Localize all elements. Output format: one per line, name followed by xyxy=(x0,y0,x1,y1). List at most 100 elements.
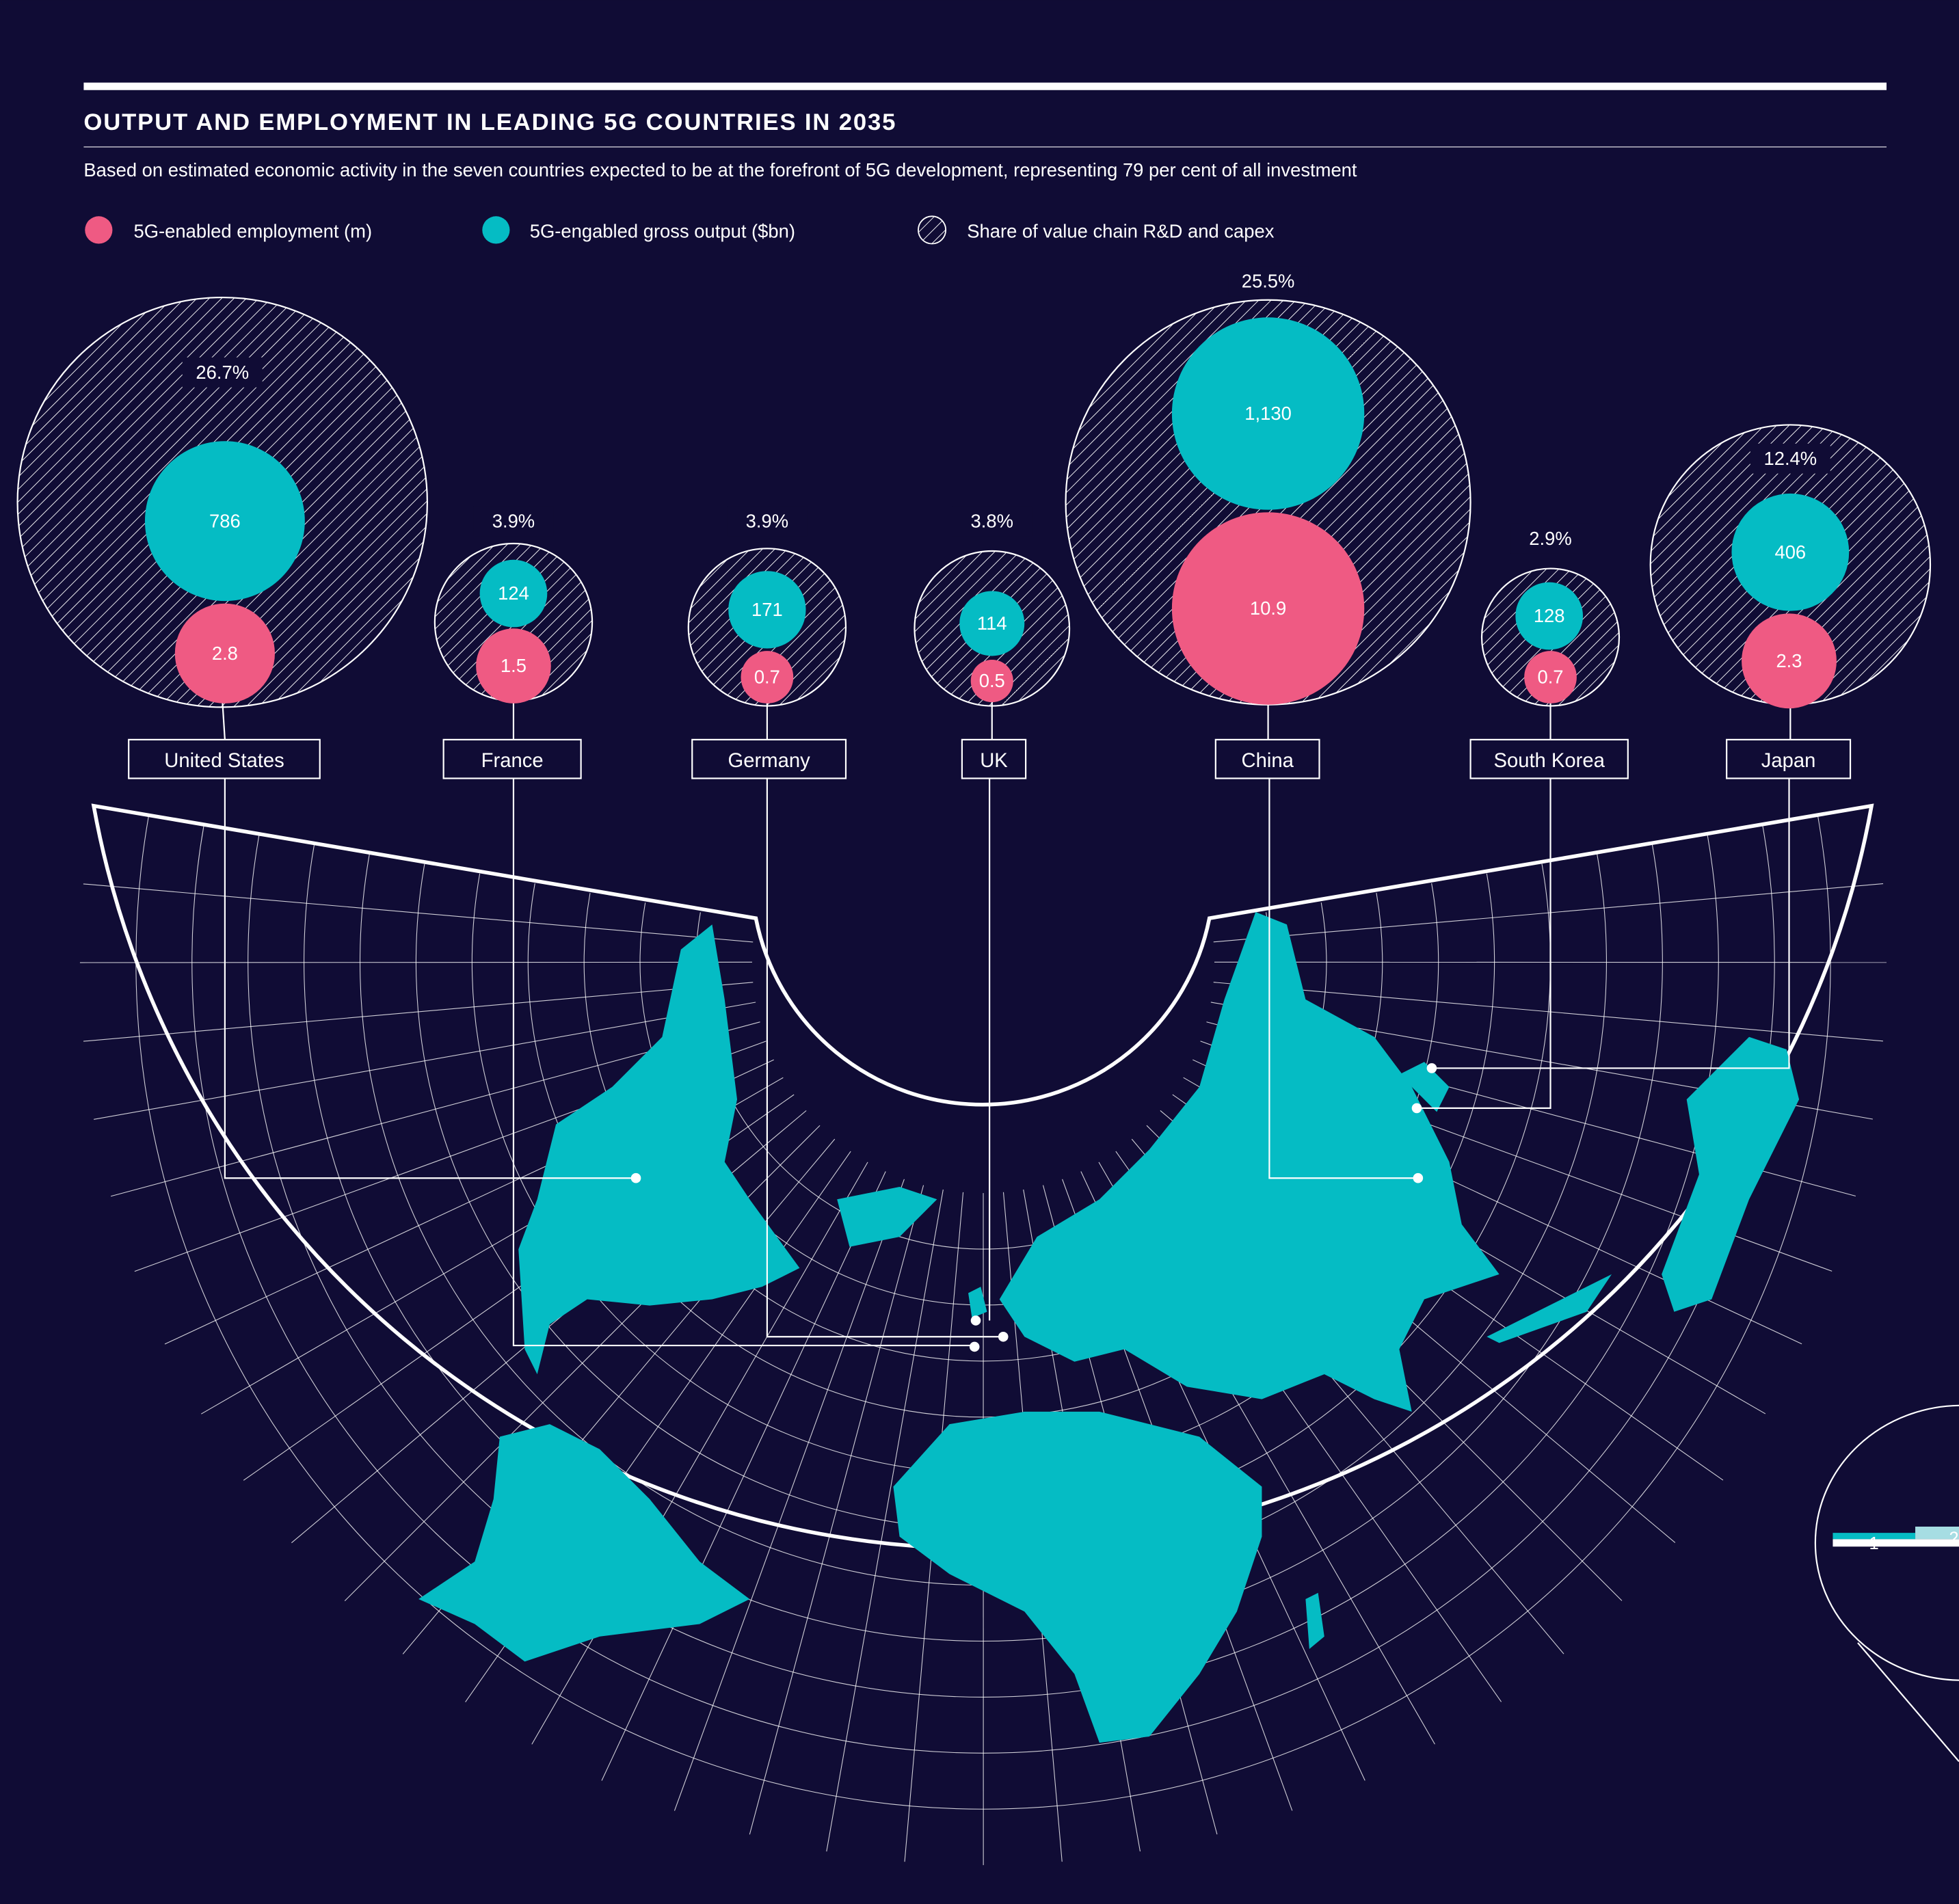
title-rule xyxy=(83,146,1887,148)
share-label: 3.9% xyxy=(746,510,788,531)
graticule-meridian xyxy=(1213,982,1883,1042)
country-group: 2.9% 128 0.7 South Korea xyxy=(1411,523,1629,1114)
scale-tick-1: 1 xyxy=(1869,1534,1878,1553)
legend-output-swatch xyxy=(482,216,510,244)
graticule-meridian xyxy=(1213,883,1884,943)
graticule-meridian xyxy=(79,961,752,963)
output-label: 786 xyxy=(209,510,241,531)
country-group: 25.5% 1,130 10.9 China xyxy=(1065,266,1471,1183)
map-frame xyxy=(91,803,1874,1551)
employment-circle xyxy=(174,603,275,703)
country-group: 3.9% 124 1.5 France xyxy=(434,506,980,1352)
chart-title: OUTPUT AND EMPLOYMENT IN LEADING 5G COUN… xyxy=(83,109,896,135)
connector-line xyxy=(1417,778,1551,1109)
graticule xyxy=(79,815,1887,1866)
employment-label: 2.8 xyxy=(212,643,238,664)
location-dot xyxy=(1413,1172,1424,1183)
land-south-america xyxy=(418,1424,750,1662)
output-circle xyxy=(959,591,1025,656)
employment-label: 10.9 xyxy=(1250,598,1286,619)
land-madagascar xyxy=(1305,1592,1324,1650)
share-label: 12.4% xyxy=(1763,448,1817,469)
land-uk xyxy=(968,1287,987,1318)
employment-circle xyxy=(741,651,794,703)
land-north-america xyxy=(518,924,800,1375)
land-greenland xyxy=(837,1187,937,1247)
world-map xyxy=(79,803,1887,1866)
output-circle xyxy=(728,571,806,649)
employment-label: 2.3 xyxy=(1776,650,1802,671)
land-japan xyxy=(1399,1062,1450,1112)
country-label: China xyxy=(1241,750,1294,772)
share-label: 25.5% xyxy=(1242,270,1295,291)
employment-label: 1.5 xyxy=(501,655,527,676)
employment-label: 0.7 xyxy=(1537,667,1563,688)
country-group: 3.8% 114 0.5 UK xyxy=(914,506,1071,1326)
legend-output-label: 5G-engabled gross output ($bn) xyxy=(530,220,795,241)
country-group: 3.9% 171 0.7 Germany xyxy=(687,506,1009,1342)
country-bubbles: 26.7% 786 2.8 United States 3.9% 124 1.5 France… xyxy=(16,266,1932,1352)
employment-circle xyxy=(1171,512,1365,705)
share-label-bg xyxy=(1510,523,1590,554)
country-group: 26.7% 786 2.8 United States xyxy=(16,296,641,1183)
country-label: UK xyxy=(980,750,1008,772)
share-label: 3.9% xyxy=(492,510,535,531)
employment-circle xyxy=(476,628,551,703)
employment-circle xyxy=(1742,613,1837,709)
employment-circle xyxy=(970,659,1013,703)
connector-line xyxy=(512,778,975,1347)
output-label: 171 xyxy=(751,599,783,620)
share-label-bg xyxy=(727,506,808,537)
country-label-box xyxy=(1726,738,1852,779)
country-group: 12.4% 406 2.3 Japan xyxy=(1426,424,1932,1073)
country-label-box xyxy=(691,738,847,779)
output-circle xyxy=(1515,582,1584,650)
output-label: 114 xyxy=(977,613,1007,634)
output-circle xyxy=(479,559,548,628)
country-label-box xyxy=(442,738,582,779)
share-label: 2.9% xyxy=(1529,528,1571,549)
share-label-bg xyxy=(473,506,554,537)
country-label: South Korea xyxy=(1493,750,1605,772)
legend-employment-label: 5G-enabled employment (m) xyxy=(134,220,373,241)
graticule-meridian xyxy=(826,1189,944,1852)
connector-line xyxy=(1431,778,1790,1069)
location-dot xyxy=(1411,1103,1422,1114)
output-label: 124 xyxy=(498,582,529,604)
landmasses xyxy=(418,912,1800,1743)
country-label-box xyxy=(961,738,1027,779)
scale-bar-base xyxy=(1833,1539,1959,1547)
connector-line xyxy=(224,778,637,1179)
land-eurasia xyxy=(999,912,1500,1412)
country-label: Germany xyxy=(728,750,811,772)
country-label: France xyxy=(481,750,544,772)
location-dot xyxy=(969,1341,980,1352)
top-rule xyxy=(83,82,1887,90)
share-label-bg xyxy=(952,506,1032,537)
connector-line xyxy=(1268,778,1418,1179)
employment-label: 0.5 xyxy=(979,670,1005,691)
output-circle xyxy=(1171,317,1365,510)
legend-share-swatch xyxy=(918,215,947,245)
country-label-box xyxy=(1469,738,1629,779)
employment-circle xyxy=(1524,651,1577,703)
share-label-bg xyxy=(182,357,263,388)
output-label: 128 xyxy=(1534,605,1565,626)
output-label: 406 xyxy=(1774,541,1806,563)
graticule-meridian xyxy=(674,1179,905,1811)
location-dot xyxy=(630,1172,641,1183)
share-label-bg xyxy=(1750,443,1830,474)
output-circle xyxy=(1731,493,1850,611)
graticule-meridian xyxy=(83,982,754,1042)
location-dot xyxy=(970,1315,981,1326)
graticule-meridian xyxy=(749,1185,924,1835)
land-australia xyxy=(1662,1036,1800,1312)
graticule-meridian xyxy=(601,1171,886,1781)
graticule-meridian xyxy=(83,883,754,943)
country-label-box xyxy=(1214,738,1320,779)
graticule-meridian xyxy=(94,1002,756,1120)
land-africa xyxy=(893,1411,1262,1743)
country-label-box xyxy=(128,738,321,779)
land-southeast-asia xyxy=(1487,1274,1612,1343)
